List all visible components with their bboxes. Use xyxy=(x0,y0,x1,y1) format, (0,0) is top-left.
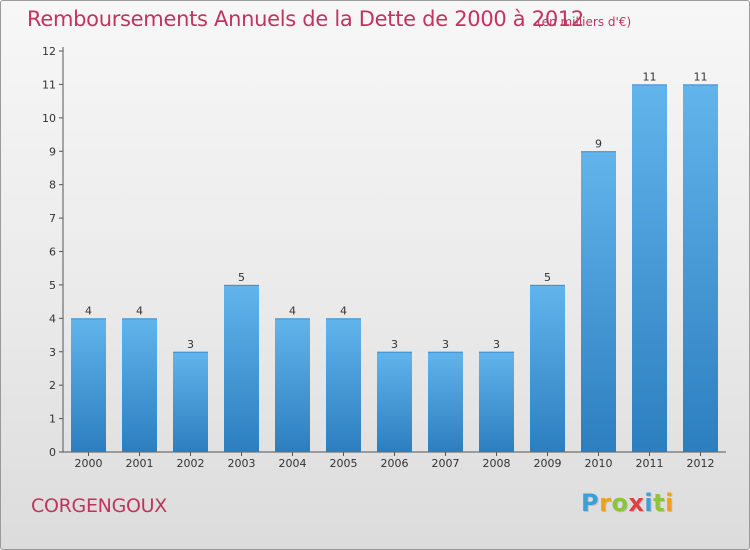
logo-letter: i xyxy=(644,489,654,517)
x-tick-label: 2004 xyxy=(279,457,307,470)
x-tick-label: 2005 xyxy=(330,457,358,470)
x-tick-label: 2007 xyxy=(432,457,460,470)
bar-value-label: 3 xyxy=(493,338,500,351)
bar-value-label: 3 xyxy=(391,338,398,351)
bar-value-label: 3 xyxy=(187,338,194,351)
logo-letter: P xyxy=(581,489,600,517)
x-tick-label: 2010 xyxy=(585,457,613,470)
chart-title: Remboursements Annuels de la Dette de 20… xyxy=(27,7,584,31)
logo-letter: r xyxy=(599,489,612,517)
bar-value-label: 3 xyxy=(442,338,449,351)
bars xyxy=(71,84,718,453)
bar-value-label: 4 xyxy=(340,304,347,317)
y-tick-label: 8 xyxy=(49,179,56,192)
bar xyxy=(173,351,208,452)
bar xyxy=(275,318,310,452)
bar-value-label: 11 xyxy=(643,70,657,83)
x-tick-label: 2012 xyxy=(687,457,715,470)
chart-unit-note: (en milliers d'€) xyxy=(537,15,632,29)
bar-value-label: 11 xyxy=(694,70,708,83)
bar xyxy=(479,351,514,452)
proxiti-logo: Proxiti xyxy=(581,489,674,517)
bar-value-label: 5 xyxy=(238,271,245,284)
x-tick-label: 2001 xyxy=(126,457,154,470)
logo-letter: t xyxy=(653,489,666,517)
x-tick-label: 2011 xyxy=(636,457,664,470)
commune-name: CORGENGOUX xyxy=(31,495,167,517)
bar xyxy=(326,318,361,452)
y-tick-label: 0 xyxy=(49,446,56,459)
y-tick-label: 2 xyxy=(49,379,56,392)
logo-letter: i xyxy=(665,489,674,517)
bar-value-label: 5 xyxy=(544,271,551,284)
y-tick-label: 5 xyxy=(49,279,56,292)
bar xyxy=(632,84,667,453)
logo-letter: x xyxy=(628,489,645,517)
bar-value-label: 4 xyxy=(85,304,92,317)
x-tick-label: 2000 xyxy=(75,457,103,470)
bar xyxy=(122,318,157,452)
bar xyxy=(683,84,718,453)
bar xyxy=(530,284,565,452)
y-tick-label: 12 xyxy=(42,45,56,58)
bar-value-label: 4 xyxy=(289,304,296,317)
x-tick-label: 2006 xyxy=(381,457,409,470)
x-tick-label: 2002 xyxy=(177,457,205,470)
y-tick-label: 11 xyxy=(42,78,56,91)
bar xyxy=(428,351,463,452)
y-tick-label: 10 xyxy=(42,112,56,125)
bar xyxy=(581,151,616,452)
bar xyxy=(224,284,259,452)
x-tick-label: 2009 xyxy=(534,457,562,470)
y-tick-label: 4 xyxy=(49,312,56,325)
y-tick-label: 6 xyxy=(49,246,56,259)
x-tick-label: 2003 xyxy=(228,457,256,470)
bar xyxy=(71,318,106,452)
y-tick-label: 9 xyxy=(49,145,56,158)
bar-value-label: 9 xyxy=(595,137,602,150)
x-tick-label: 2008 xyxy=(483,457,511,470)
y-tick-label: 3 xyxy=(49,346,56,359)
bar xyxy=(377,351,412,452)
logo-letter: o xyxy=(611,489,629,517)
bar-value-label: 4 xyxy=(136,304,143,317)
labels: 4 2000 4 2001 3 2002 5 2003 4 2004 4 2005 3 2006 3 2007… xyxy=(75,70,715,470)
y-tick-label: 7 xyxy=(49,212,56,225)
y-tick-label: 1 xyxy=(49,413,56,426)
